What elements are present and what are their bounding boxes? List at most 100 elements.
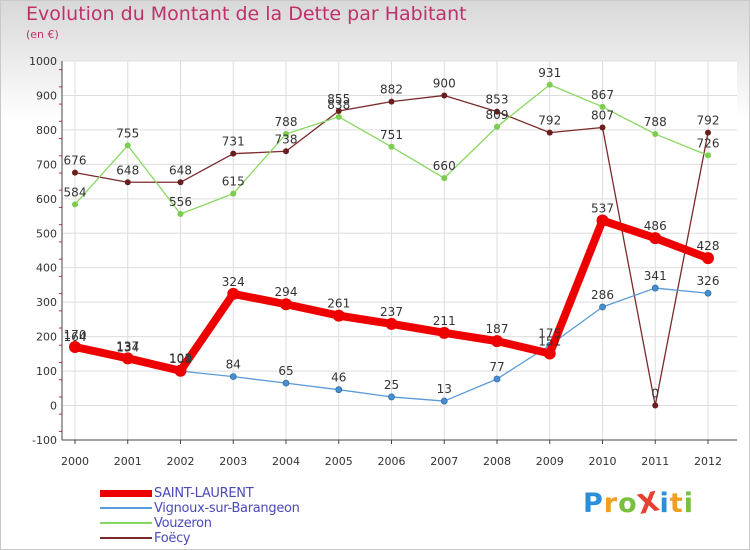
logo-letter: X: [634, 486, 663, 521]
data-label: 615: [222, 175, 245, 189]
data-point: [599, 103, 606, 110]
data-label: 237: [380, 305, 403, 319]
data-point: [72, 169, 78, 176]
data-label: 731: [222, 135, 245, 149]
logo-letter: i: [659, 488, 670, 519]
data-label: 648: [169, 163, 192, 177]
data-point: [282, 379, 290, 387]
logo-letter: i: [683, 488, 694, 519]
data-point: [121, 352, 134, 365]
data-point: [335, 386, 343, 394]
data-label: 738: [275, 132, 298, 146]
data-point: [546, 81, 553, 88]
data-label: 809: [486, 108, 509, 122]
data-label: 25: [384, 378, 399, 392]
data-point: [596, 214, 609, 227]
data-point: [335, 107, 342, 114]
data-point: [649, 232, 662, 245]
data-label: 792: [697, 114, 720, 128]
data-label: 788: [275, 115, 298, 129]
data-point: [177, 179, 184, 186]
data-point: [438, 326, 451, 339]
data-point: [283, 148, 289, 155]
data-label: 187: [486, 322, 509, 336]
data-label: 261: [327, 297, 350, 311]
data-label: 676: [64, 154, 87, 168]
x-tick-label: 2003: [219, 455, 247, 468]
data-label: 341: [644, 269, 667, 283]
data-label: 788: [644, 115, 667, 129]
data-point: [493, 375, 501, 383]
data-point: [543, 347, 556, 360]
data-point: [280, 298, 292, 311]
y-tick-label: 200: [36, 331, 57, 344]
x-tick-label: 2004: [272, 455, 300, 468]
data-label: 931: [538, 66, 561, 80]
data-label: 792: [538, 114, 561, 128]
legend-label: Vouzeron: [154, 515, 212, 531]
x-tick-label: 2009: [536, 455, 564, 468]
legend-label: SAINT-LAURENT: [154, 485, 254, 501]
axes: -100010020030040050060070080090010002000…: [29, 55, 737, 468]
data-point: [230, 190, 237, 197]
y-tick-label: 900: [36, 89, 57, 102]
data-label: 900: [433, 76, 456, 90]
legend-label: Foëcy: [154, 530, 191, 546]
data-label: 101: [169, 352, 192, 366]
data-point: [283, 131, 289, 138]
data-label: 751: [380, 128, 403, 142]
data-point: [704, 289, 712, 297]
y-tick-label: 300: [36, 296, 57, 309]
legend-item-1: Vignoux-sur-Barangeon: [100, 501, 300, 516]
series-lines: [69, 81, 714, 409]
x-tick-label: 2007: [430, 455, 458, 468]
data-point: [494, 108, 500, 115]
y-tick-label: 0: [50, 400, 57, 413]
data-point: [332, 309, 345, 322]
y-tick-label: 1000: [29, 55, 57, 68]
data-label: 137: [116, 339, 139, 353]
y-tick-label: 800: [36, 124, 57, 137]
data-label: 100: [169, 352, 192, 366]
logo-letter: P: [583, 488, 604, 519]
plot-area: [62, 61, 737, 440]
grid-lines: [62, 60, 737, 441]
data-point: [230, 150, 237, 157]
chart-title: Evolution du Montant de la Dette par Hab…: [26, 3, 467, 25]
data-label: 84: [226, 358, 241, 372]
x-tick-label: 2006: [378, 455, 406, 468]
legend-swatch: [100, 507, 152, 509]
data-point: [174, 364, 187, 377]
x-tick-label: 2011: [641, 455, 669, 468]
x-tick-label: 2005: [325, 455, 353, 468]
legend-item-0: SAINT-LAURENT: [100, 485, 254, 501]
data-point: [652, 402, 659, 409]
data-point: [546, 129, 553, 136]
data-label: 65: [278, 364, 293, 378]
legend-swatch: [100, 537, 152, 539]
data-label: 867: [591, 88, 614, 102]
data-point: [385, 317, 398, 330]
logo-letter: t: [669, 488, 684, 519]
data-point: [705, 129, 711, 136]
data-label: 853: [486, 93, 509, 107]
data-label: 537: [591, 202, 614, 216]
data-label: 584: [64, 185, 87, 199]
data-point: [440, 397, 448, 405]
data-point: [229, 373, 237, 381]
proxiti-logo: ProXiti: [583, 486, 694, 521]
data-label: 175: [538, 326, 561, 340]
data-point: [177, 210, 184, 217]
data-label: 286: [591, 288, 614, 302]
data-point: [388, 143, 395, 150]
legend-item-2: Vouzeron: [100, 515, 212, 531]
data-label: 726: [697, 136, 720, 150]
data-point: [705, 152, 711, 159]
data-label: 838: [327, 98, 350, 112]
data-point: [441, 175, 448, 182]
data-label: 151: [538, 335, 561, 349]
data-point: [69, 340, 81, 353]
data-label: 211: [433, 314, 456, 328]
chart-subtitle: (en €): [26, 28, 59, 41]
data-label: 0: [651, 387, 659, 401]
